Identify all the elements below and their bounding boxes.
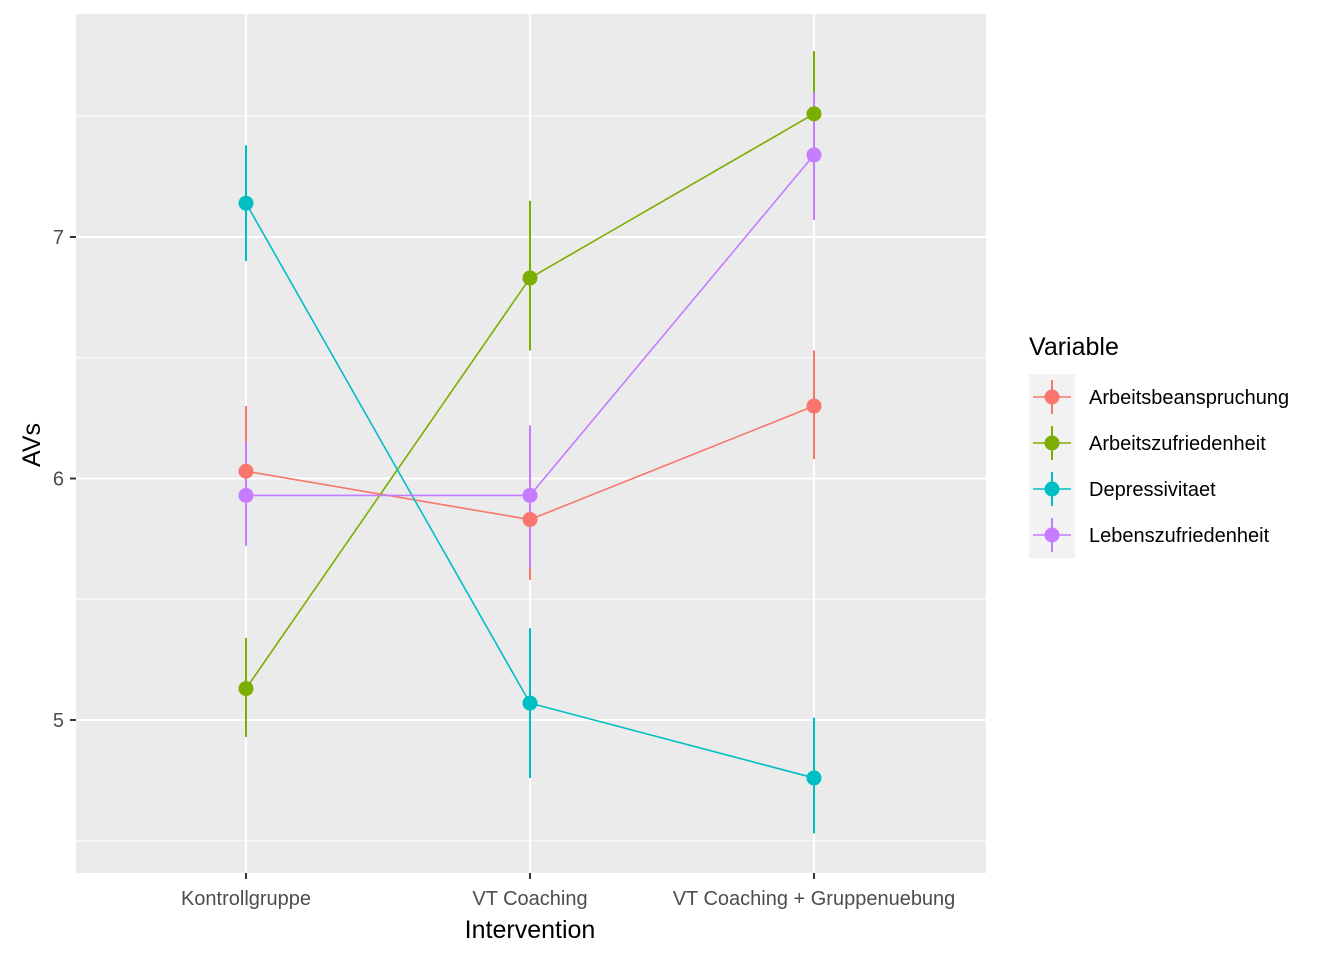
legend-label: Arbeitszufriedenheit — [1089, 433, 1266, 455]
x-tick-label: VT Coaching — [472, 888, 587, 910]
legend-label: Depressivitaet — [1089, 479, 1216, 501]
data-point — [806, 770, 822, 786]
x-axis-title: Intervention — [465, 916, 596, 944]
data-point — [522, 487, 538, 503]
legend-key-point — [1044, 435, 1060, 451]
data-point — [522, 695, 538, 711]
legend-key-point — [1044, 481, 1060, 497]
data-point — [522, 270, 538, 286]
legend-label: Lebenszufriedenheit — [1089, 525, 1270, 547]
x-tick-label: VT Coaching + Gruppenuebung — [673, 888, 956, 910]
data-point — [806, 147, 822, 163]
y-tick-label: 5 — [53, 710, 64, 732]
x-axis: Kontrollgruppe VT Coaching VT Coaching + G… — [181, 873, 955, 910]
data-point — [238, 463, 254, 479]
data-point — [238, 195, 254, 211]
y-axis: 5 6 7 — [53, 227, 76, 732]
legend-title: Variable — [1029, 333, 1119, 361]
data-point — [806, 398, 822, 414]
legend-key-point — [1044, 389, 1060, 405]
y-axis-title: AVs — [18, 423, 46, 467]
legend: Variable Arbeitsbeanspruchung Arbeitszufr… — [1029, 333, 1289, 558]
data-points — [238, 106, 822, 786]
x-tick-label: Kontrollgruppe — [181, 888, 311, 910]
y-tick-label: 6 — [53, 469, 64, 491]
data-point — [238, 487, 254, 503]
legend-key-point — [1044, 527, 1060, 543]
legend-label: Arbeitsbeanspruchung — [1089, 387, 1289, 409]
data-point — [806, 106, 822, 122]
data-point — [522, 512, 538, 528]
y-tick-label: 7 — [53, 227, 64, 249]
data-point — [238, 681, 254, 697]
